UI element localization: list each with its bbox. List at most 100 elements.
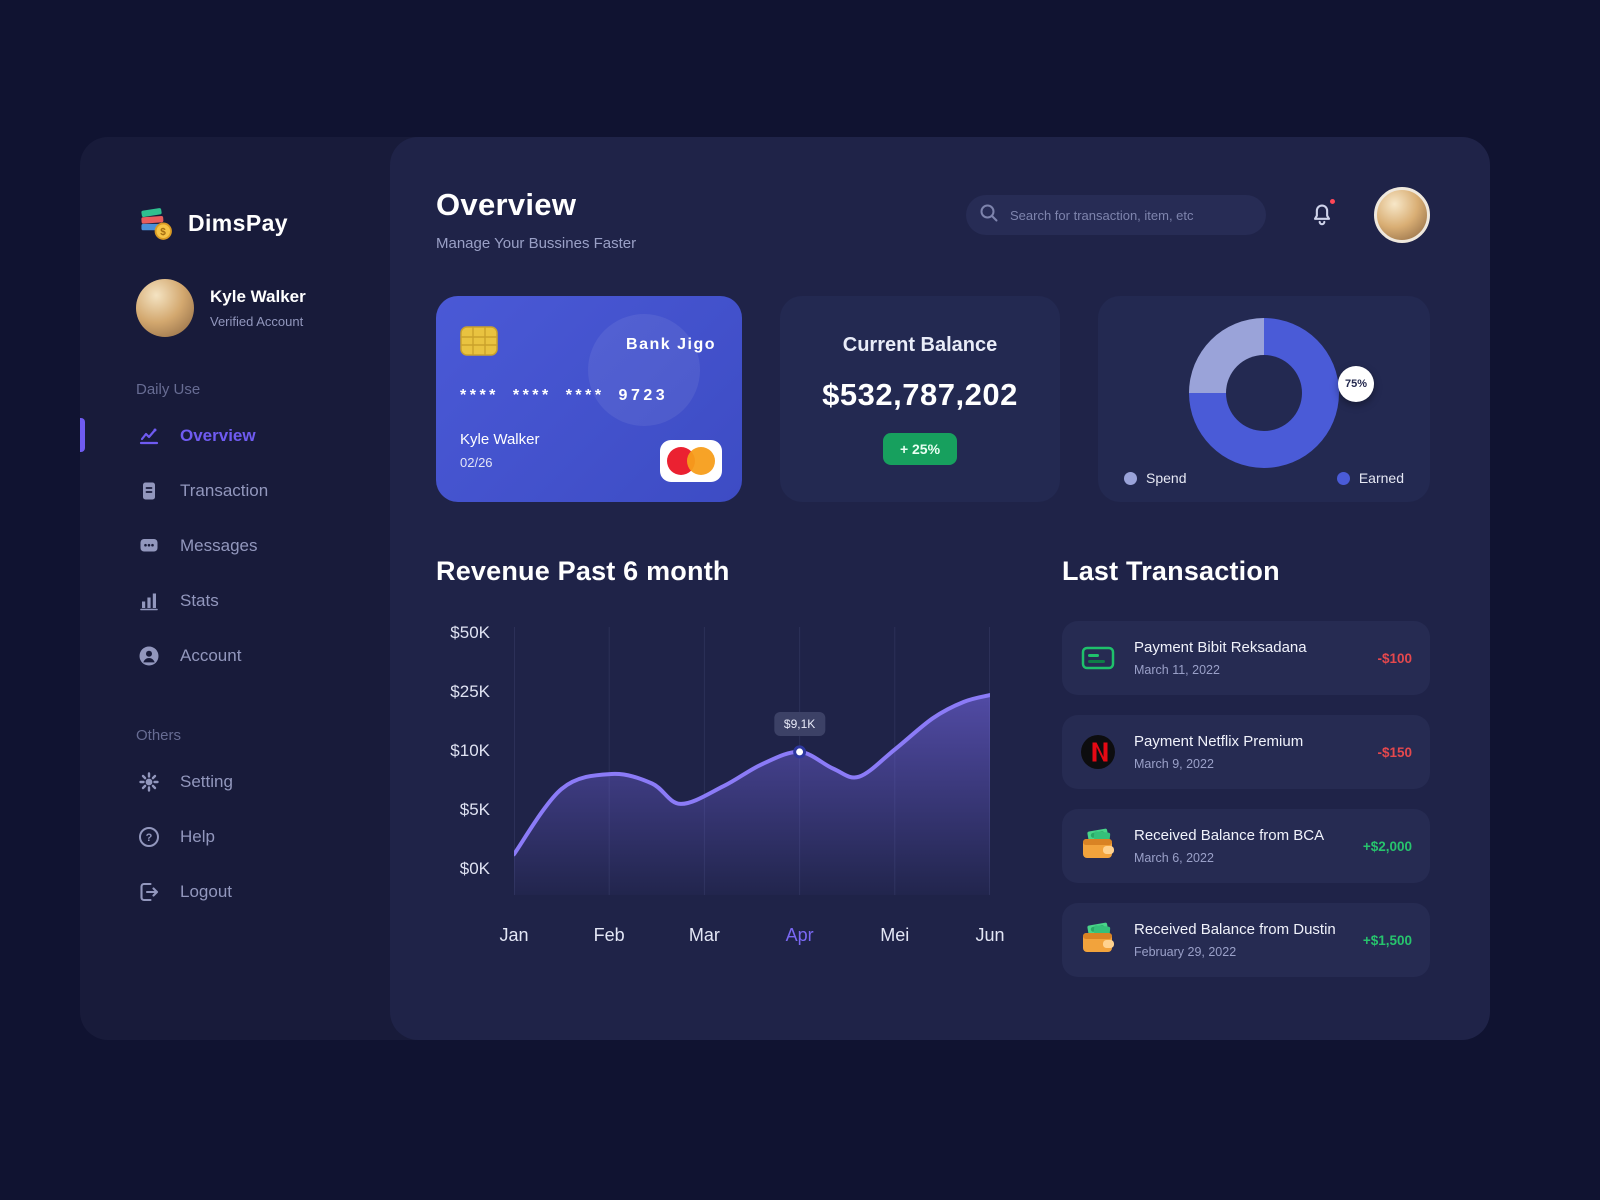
last-transaction-section: Last Transaction Payment Bibit Reksadana [1062, 556, 1430, 997]
dimspay-logo-icon: $ [136, 203, 176, 243]
chart-month-label: Apr [785, 925, 814, 945]
transaction-icon [136, 478, 162, 504]
transaction-row[interactable]: Received Balance from BCA March 6, 2022 … [1062, 809, 1430, 883]
chart-month-label: Jun [975, 925, 1005, 945]
y-axis: $50K $25K $10K $5K $0K [436, 623, 514, 895]
main-panel: Overview Manage Your Bussines Faster [390, 137, 1490, 1040]
svg-text:$: $ [160, 227, 166, 238]
stats-icon [136, 588, 162, 614]
sidebar-item-label: Logout [180, 881, 232, 901]
sidebar: $ DimsPay Kyle Walker Verified Account D… [80, 137, 420, 1040]
sidebar-item-label: Stats [180, 590, 219, 610]
transaction-title: Payment Netflix Premium [1134, 733, 1304, 750]
donut-percent-badge: 75% [1338, 366, 1374, 402]
search-input[interactable] [1010, 207, 1258, 223]
card-chip-icon [460, 326, 718, 361]
revenue-line [514, 693, 990, 857]
y-tick: $25K [450, 682, 490, 701]
transaction-row[interactable]: Received Balance from Dustin February 29… [1062, 903, 1430, 977]
sidebar-item-label: Messages [180, 535, 258, 555]
sidebar-item-logout[interactable]: Logout [136, 864, 390, 919]
mastercard-icon [660, 440, 722, 482]
legend-item-earned: Earned [1336, 470, 1404, 486]
transaction-date: February 29, 2022 [1134, 945, 1237, 959]
chart-month-label: Jan [499, 925, 529, 945]
sidebar-item-account[interactable]: Account [136, 628, 390, 683]
section-label-daily-use: Daily Use [136, 381, 201, 398]
search-icon [978, 202, 1000, 229]
revenue-area [514, 695, 990, 895]
sidebar-user-avatar [136, 279, 194, 337]
bank-card: Bank Jigo **** **** **** 9723 Kyle Walke… [436, 296, 742, 502]
sidebar-nav: Overview Transaction Mes [80, 408, 390, 683]
revenue-chart-svg [514, 627, 990, 895]
bank-name: Bank Jigo [626, 336, 716, 353]
setting-icon [136, 769, 162, 795]
notification-button[interactable] [1308, 196, 1337, 232]
sidebar-item-label: Overview [180, 425, 256, 445]
transaction-title: Payment Bibit Reksadana [1134, 639, 1307, 656]
donut-hole [1226, 355, 1302, 431]
sidebar-item-label: Transaction [180, 480, 269, 500]
transaction-title: Received Balance from Dustin [1134, 921, 1336, 938]
spend-earned-card: 75% Spend Earned [1098, 296, 1430, 502]
transaction-date: March 6, 2022 [1134, 851, 1214, 865]
transaction-amount: +$1,500 [1362, 932, 1412, 948]
sidebar-item-label: Setting [180, 771, 233, 791]
earned-dot-icon [1336, 471, 1350, 485]
profile-avatar[interactable] [1374, 187, 1430, 243]
card-holder: Kyle Walker [460, 431, 540, 448]
chart-month-label: Mei [880, 925, 910, 945]
sidebar-user[interactable]: Kyle Walker Verified Account [136, 279, 390, 337]
bell-icon [1313, 204, 1331, 225]
bibit-card-icon [1076, 636, 1120, 680]
sidebar-item-overview[interactable]: Overview [80, 408, 390, 463]
transaction-amount: -$100 [1377, 650, 1412, 666]
card-number: **** **** **** 9723 [460, 387, 669, 404]
transaction-amount: -$150 [1377, 744, 1412, 760]
page-title: Overview [436, 187, 577, 222]
wallet-icon [1076, 918, 1120, 962]
netflix-icon [1076, 730, 1120, 774]
section-label-others: Others [136, 727, 182, 744]
balance-card: Current Balance $532,787,202 + 25% [780, 296, 1060, 502]
account-icon [136, 643, 162, 669]
sidebar-item-help[interactable]: ? Help [136, 809, 390, 864]
legend-label: Earned [1358, 470, 1404, 486]
revenue-title: Revenue Past 6 month [436, 556, 730, 586]
wallet-icon [1076, 824, 1120, 868]
y-tick: $10K [450, 741, 490, 760]
y-tick: $50K [450, 623, 490, 642]
sidebar-item-label: Account [180, 645, 242, 665]
last-transaction-title: Last Transaction [1062, 556, 1280, 586]
sidebar-item-label: Help [180, 826, 215, 846]
sidebar-item-stats[interactable]: Stats [136, 573, 390, 628]
summary-cards: Bank Jigo **** **** **** 9723 Kyle Walke… [436, 296, 1430, 502]
brand-name: DimsPay [188, 209, 288, 236]
chart-month-label: Mar [688, 925, 720, 945]
notification-dot [1328, 196, 1337, 206]
card-expiry: 02/26 [460, 455, 493, 470]
donut-chart [1189, 318, 1339, 468]
transaction-amount: +$2,000 [1362, 838, 1412, 854]
sidebar-nav-others: Setting ? Help Logout [136, 754, 390, 919]
x-axis: Jan Feb Mar Apr Mei Jun [499, 925, 1004, 955]
search-bar [966, 195, 1266, 235]
dashboard-root: $ DimsPay Kyle Walker Verified Account D… [80, 137, 1490, 1040]
y-tick: $5K [459, 800, 490, 819]
transaction-title: Received Balance from BCA [1134, 827, 1325, 844]
help-icon: ? [136, 824, 162, 850]
spend-dot-icon [1124, 471, 1137, 485]
revenue-plot: $9,1K [514, 623, 990, 895]
transaction-row[interactable]: Payment Netflix Premium March 9, 2022 -$… [1062, 715, 1430, 789]
topbar: Overview Manage Your Bussines Faster [436, 187, 1430, 252]
logout-icon [136, 879, 162, 905]
transaction-row[interactable]: Payment Bibit Reksadana March 11, 2022 -… [1062, 621, 1430, 695]
revenue-section: Revenue Past 6 month $50K $25K $10K $5K … [436, 556, 1005, 997]
sidebar-item-setting[interactable]: Setting [136, 754, 390, 809]
sidebar-item-transaction[interactable]: Transaction [136, 463, 390, 518]
balance-title: Current Balance [842, 333, 998, 356]
overview-icon [136, 423, 162, 449]
card-glow [588, 314, 700, 426]
sidebar-item-messages[interactable]: Messages [136, 518, 390, 573]
